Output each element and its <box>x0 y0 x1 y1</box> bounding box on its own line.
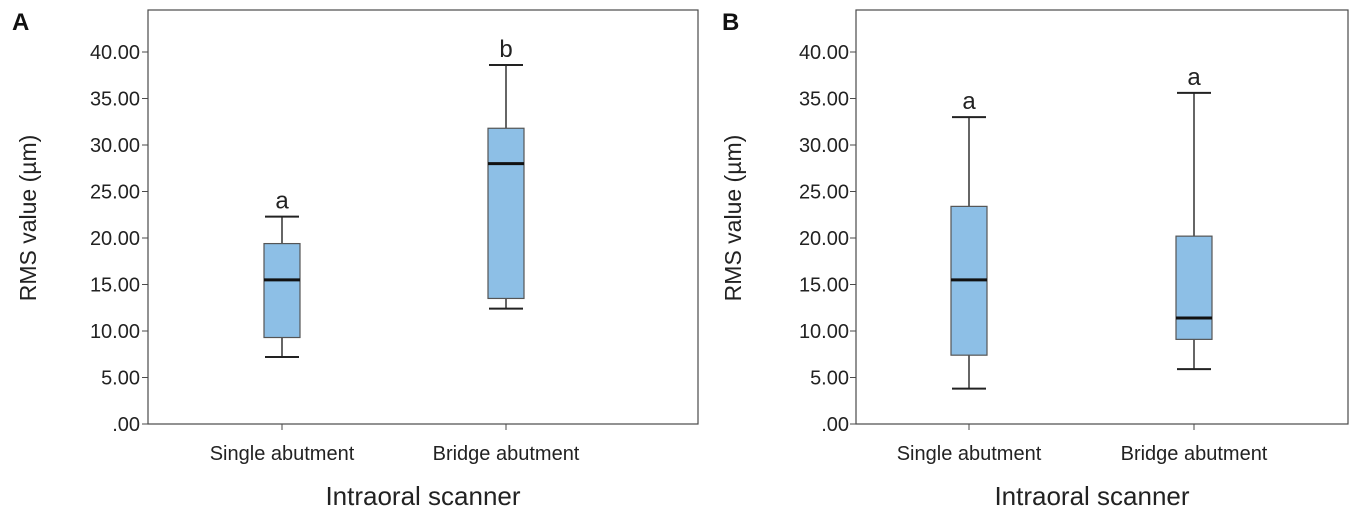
plot-frame <box>855 9 1349 425</box>
y-tick-label: 20.00 <box>799 228 849 250</box>
y-tick-label: 25.00 <box>90 182 140 204</box>
x-category-label: Single abutment <box>897 443 1042 465</box>
panel-label: B <box>722 9 739 36</box>
significance-letter: a <box>275 188 289 215</box>
box-2: b <box>487 36 525 310</box>
x-category-label: Single abutment <box>210 443 355 465</box>
y-tick-label: 40.00 <box>90 42 140 64</box>
iqr-box <box>1175 235 1213 340</box>
x-axis-title: Intraoral scanner <box>325 481 520 511</box>
y-tick-label: 20.00 <box>90 228 140 250</box>
iqr-box <box>487 127 525 300</box>
y-tick-label: 5.00 <box>810 368 849 390</box>
y-axis-title: RMS value (µm) <box>720 135 746 302</box>
significance-letter: b <box>499 36 512 63</box>
y-tick-label: 10.00 <box>90 321 140 343</box>
y-tick-label: 30.00 <box>799 135 849 157</box>
panel-b: B .00 5.00 10.00 15.00 20.00 25.00 30.00 35.00 40… <box>720 9 1349 511</box>
panel-label: A <box>12 9 29 36</box>
y-tick-label: 10.00 <box>799 321 849 343</box>
significance-letter: a <box>962 88 976 115</box>
panel-a: A .00 5.00 10.00 15.00 20.00 25.00 30.00 35.00 40… <box>12 9 699 511</box>
box-1: a <box>263 188 301 359</box>
y-tick-label: .00 <box>112 414 140 436</box>
y-tick-label: 15.00 <box>90 275 140 297</box>
y-tick-label: 25.00 <box>799 182 849 204</box>
y-tick-label: 40.00 <box>799 42 849 64</box>
y-axis-title: RMS value (µm) <box>15 135 41 302</box>
x-category-label: Bridge abutment <box>1121 443 1268 465</box>
box-2: a <box>1175 64 1213 371</box>
y-tick-label: 30.00 <box>90 135 140 157</box>
y-tick-label: 5.00 <box>101 368 140 390</box>
significance-letter: a <box>1187 64 1201 91</box>
x-category-label: Bridge abutment <box>433 443 580 465</box>
iqr-box <box>263 242 301 339</box>
box-1: a <box>950 88 988 390</box>
y-tick-label: 35.00 <box>90 89 140 111</box>
y-tick-label: 35.00 <box>799 89 849 111</box>
y-tick-label: 15.00 <box>799 275 849 297</box>
plot-frame <box>147 9 699 425</box>
y-tick-label: .00 <box>821 414 849 436</box>
x-axis-title: Intraoral scanner <box>994 481 1189 511</box>
